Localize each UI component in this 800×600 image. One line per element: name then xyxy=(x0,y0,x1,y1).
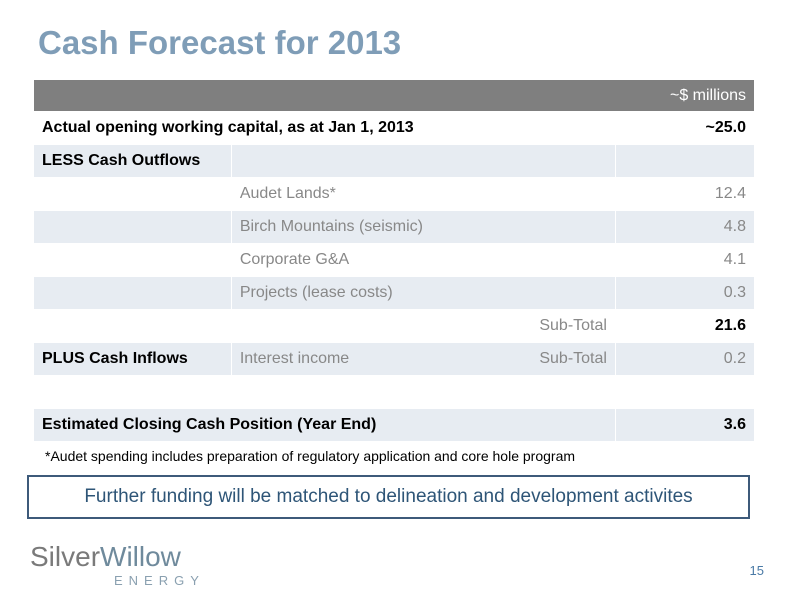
outflow-value: 4.8 xyxy=(615,210,754,244)
logo-part1: Silver xyxy=(30,541,101,572)
company-logo: SilverWillow ENERGY xyxy=(30,543,205,589)
outflow-item: Corporate G&A xyxy=(231,243,616,277)
spacer-row xyxy=(34,375,754,409)
opening-label: Actual opening working capital, as at Ja… xyxy=(34,111,616,145)
empty-cell xyxy=(34,375,754,409)
empty-cell xyxy=(34,243,232,277)
outflow-value: 12.4 xyxy=(615,177,754,211)
empty-cell xyxy=(615,144,754,178)
table-row: Birch Mountains (seismic) 4.8 xyxy=(34,210,754,244)
inflows-label: PLUS Cash Inflows xyxy=(34,342,232,376)
logo-subtitle: ENERGY xyxy=(114,573,205,588)
empty-cell xyxy=(231,144,616,178)
outflow-item: Birch Mountains (seismic) xyxy=(231,210,616,244)
outflow-value: 4.1 xyxy=(615,243,754,277)
empty-cell xyxy=(34,177,232,211)
empty-cell xyxy=(34,309,232,343)
page-title: Cash Forecast for 2013 xyxy=(38,24,402,61)
outflows-label: LESS Cash Outflows xyxy=(34,144,232,178)
inflow-item: Interest income xyxy=(239,350,350,367)
table-header-row: ~$ millions xyxy=(34,80,754,112)
outflow-item: Projects (lease costs) xyxy=(231,276,616,310)
inflow-value: 0.2 xyxy=(615,342,754,376)
page-number: 15 xyxy=(749,563,764,578)
subtotal-label: Sub-Total xyxy=(231,309,616,343)
footnote: *Audet spending includes preparation of … xyxy=(45,448,576,464)
logo-wordmark: SilverWillow xyxy=(30,543,205,571)
table-row: Corporate G&A 4.1 xyxy=(34,243,754,277)
table-row: Projects (lease costs) 0.3 xyxy=(34,276,754,310)
inflows-item-cell: Interest income Sub-Total xyxy=(231,342,616,376)
closing-label: Estimated Closing Cash Position (Year En… xyxy=(34,408,616,442)
cash-forecast-table: ~$ millions Actual opening working capit… xyxy=(34,80,754,442)
callout-text: Further funding will be matched to delin… xyxy=(84,486,693,507)
empty-cell xyxy=(34,210,232,244)
closing-value: 3.6 xyxy=(615,408,754,442)
funding-callout: Further funding will be matched to delin… xyxy=(27,475,750,519)
unit-header: ~$ millions xyxy=(34,80,754,112)
subtotal-value: 21.6 xyxy=(615,309,754,343)
inflows-row: PLUS Cash Inflows Interest income Sub-To… xyxy=(34,342,754,376)
opening-row: Actual opening working capital, as at Ja… xyxy=(34,111,754,145)
opening-value: ~25.0 xyxy=(615,111,754,145)
closing-row: Estimated Closing Cash Position (Year En… xyxy=(34,408,754,442)
outflows-header-row: LESS Cash Outflows xyxy=(34,144,754,178)
inflow-subtotal-label: Sub-Total xyxy=(539,350,607,367)
empty-cell xyxy=(34,276,232,310)
outflow-value: 0.3 xyxy=(615,276,754,310)
outflow-item: Audet Lands* xyxy=(231,177,616,211)
outflows-subtotal-row: Sub-Total 21.6 xyxy=(34,309,754,343)
table-row: Audet Lands* 12.4 xyxy=(34,177,754,211)
logo-part2: Willow xyxy=(100,541,181,572)
